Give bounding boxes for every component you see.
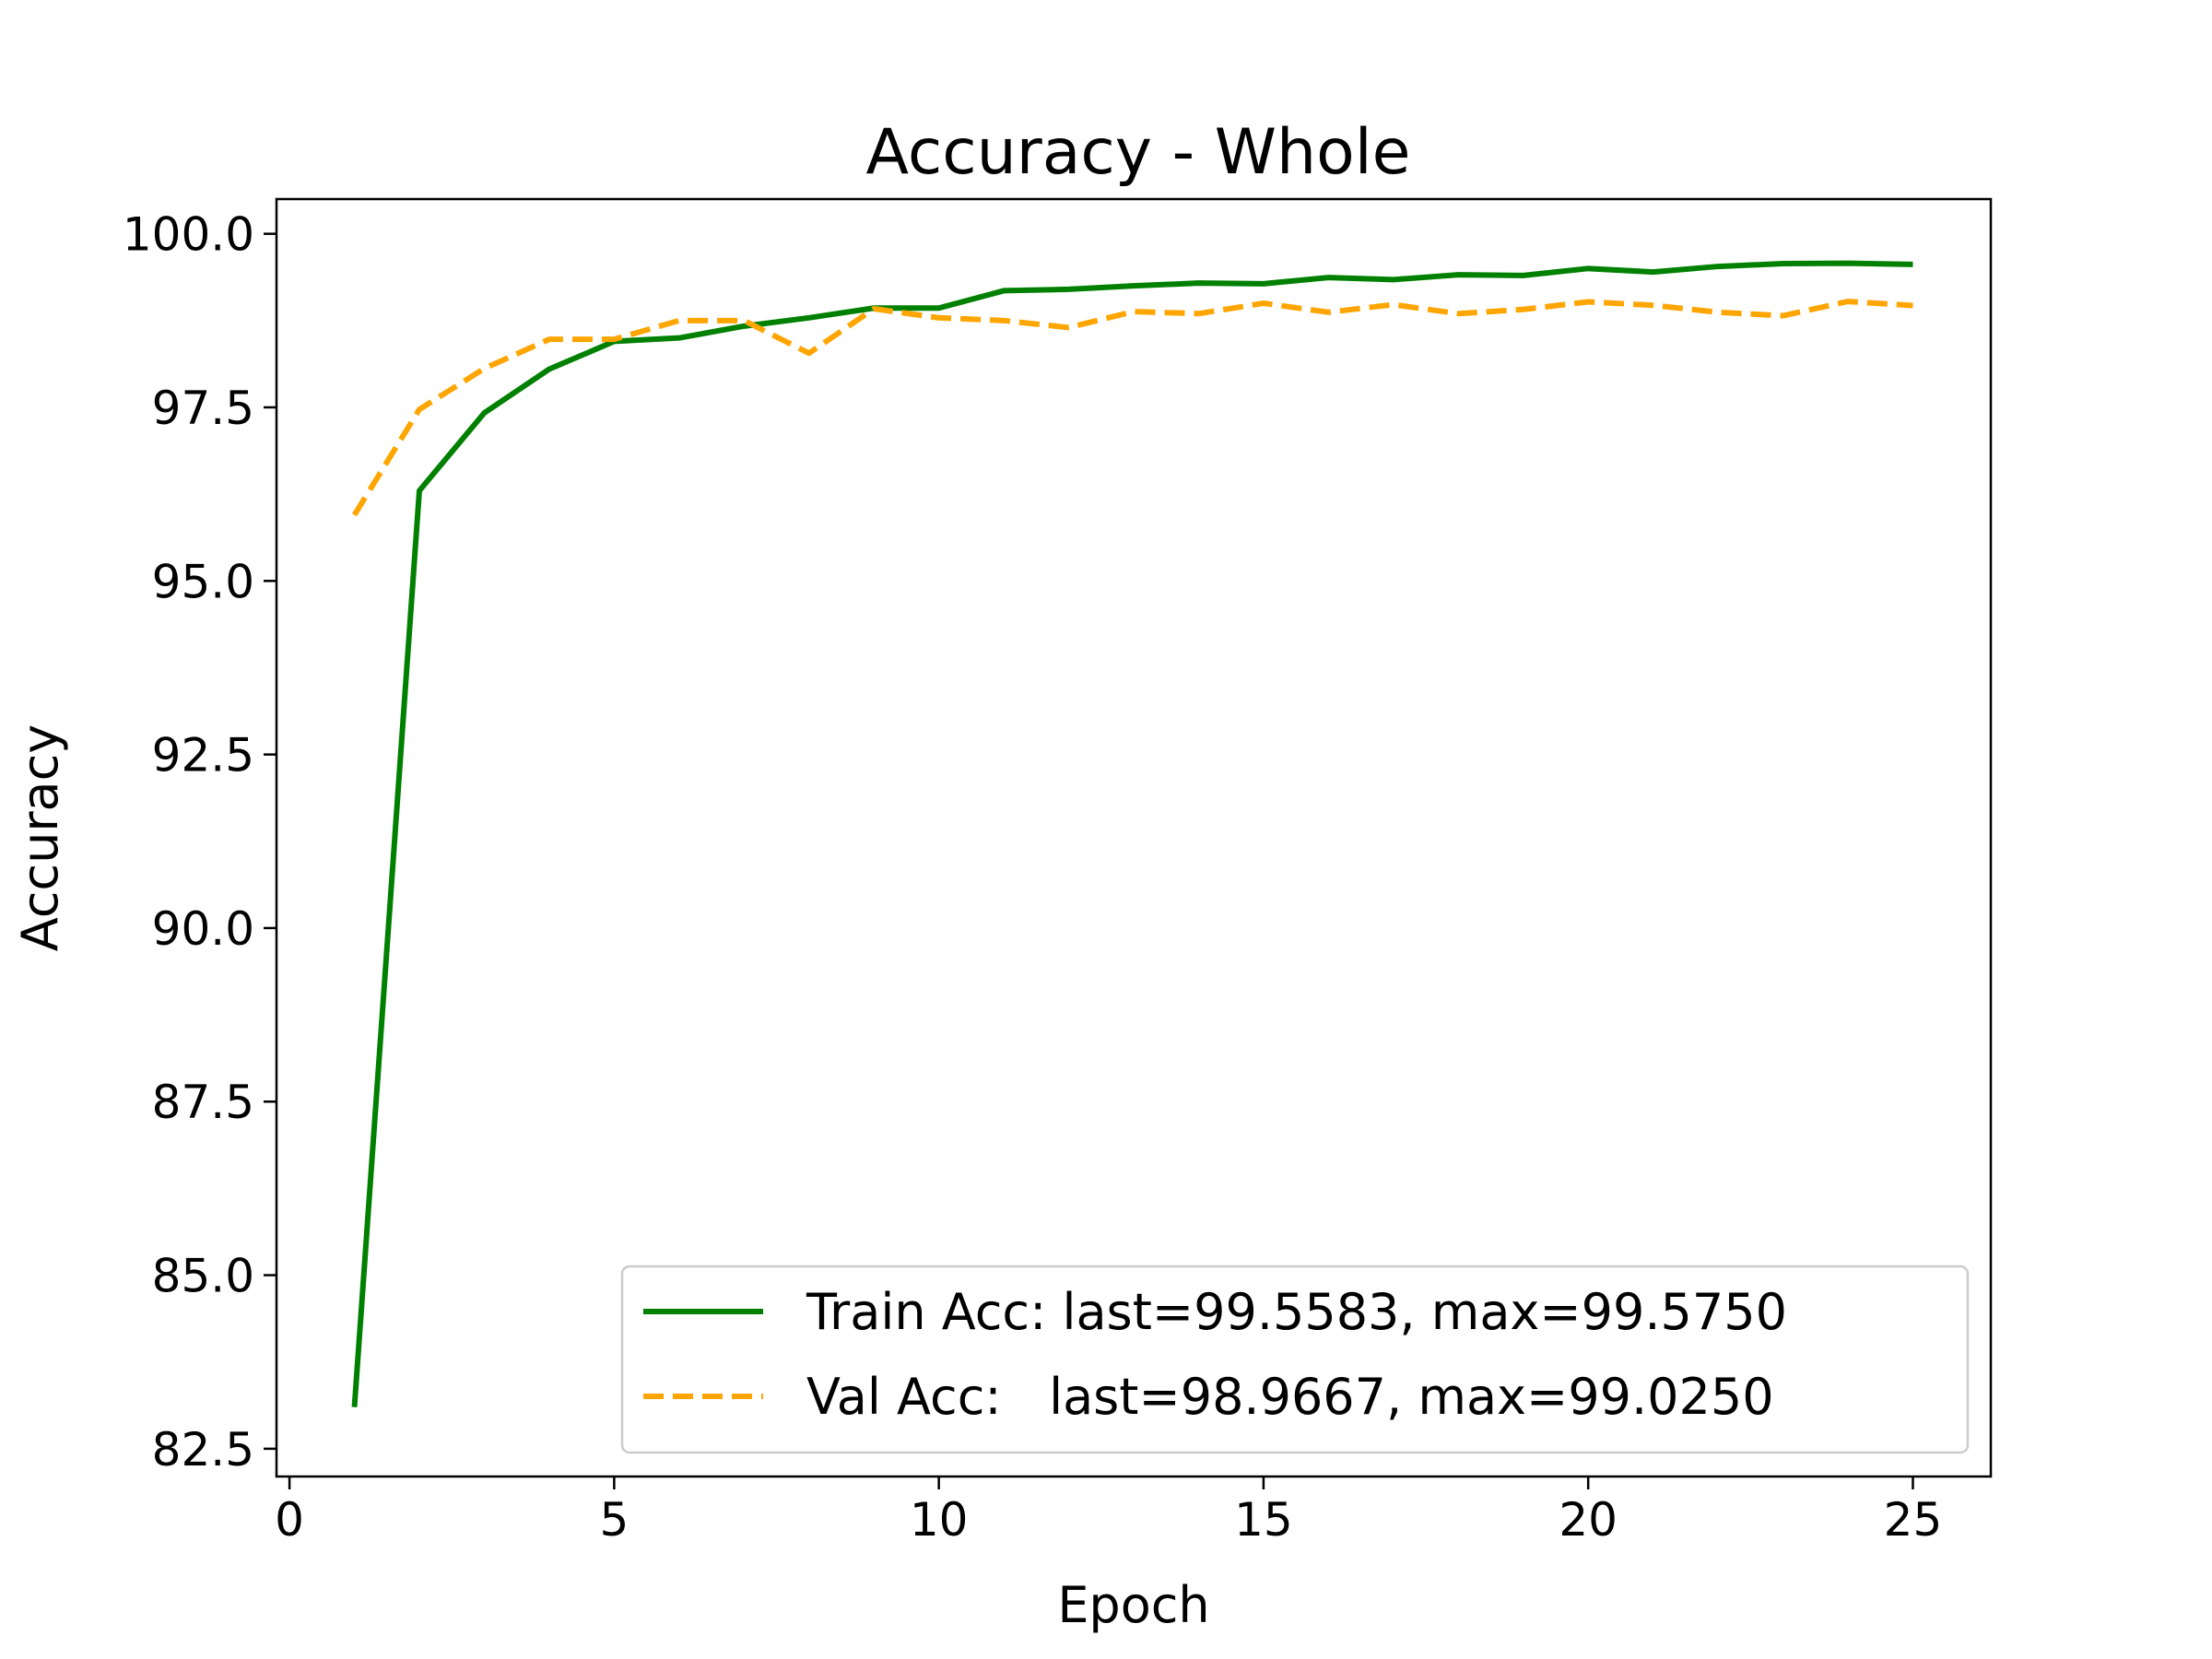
y-tick-label: 85.0 [152, 1250, 254, 1303]
plot-frame [275, 197, 1993, 1478]
x-tick-label: 15 [1234, 1493, 1293, 1547]
x-tick-label: 20 [1559, 1493, 1618, 1547]
y-tick-label: 90.0 [152, 902, 254, 956]
y-tick-label: 100.0 [123, 208, 254, 262]
chart-title: Accuracy - Whole [866, 116, 1411, 189]
y-tick-label: 87.5 [152, 1076, 254, 1129]
y-tick-label: 97.5 [152, 382, 254, 435]
series-line-train [351, 260, 1913, 1407]
legend-box [620, 1265, 1970, 1454]
y-tick-label: 82.5 [152, 1423, 254, 1477]
legend-label-val: Val Acc: last=98.9667, max=99.0250 [806, 1368, 1774, 1426]
x-tick-label: 5 [599, 1493, 629, 1547]
x-axis-label: Epoch [1057, 1576, 1209, 1634]
legend: Train Acc: last=99.5583, max=99.5750 Val… [620, 1265, 1970, 1454]
x-tick-label: 25 [1884, 1493, 1943, 1547]
x-tick-label: 10 [910, 1493, 969, 1547]
y-tick-label: 92.5 [152, 729, 254, 782]
legend-label-train: Train Acc: last=99.5583, max=99.5750 [806, 1283, 1787, 1341]
y-axis-label: Accuracy [11, 724, 69, 952]
x-tick-label: 0 [275, 1493, 304, 1547]
y-tick-label: 95.0 [152, 555, 254, 608]
series-line-val [351, 299, 1913, 517]
